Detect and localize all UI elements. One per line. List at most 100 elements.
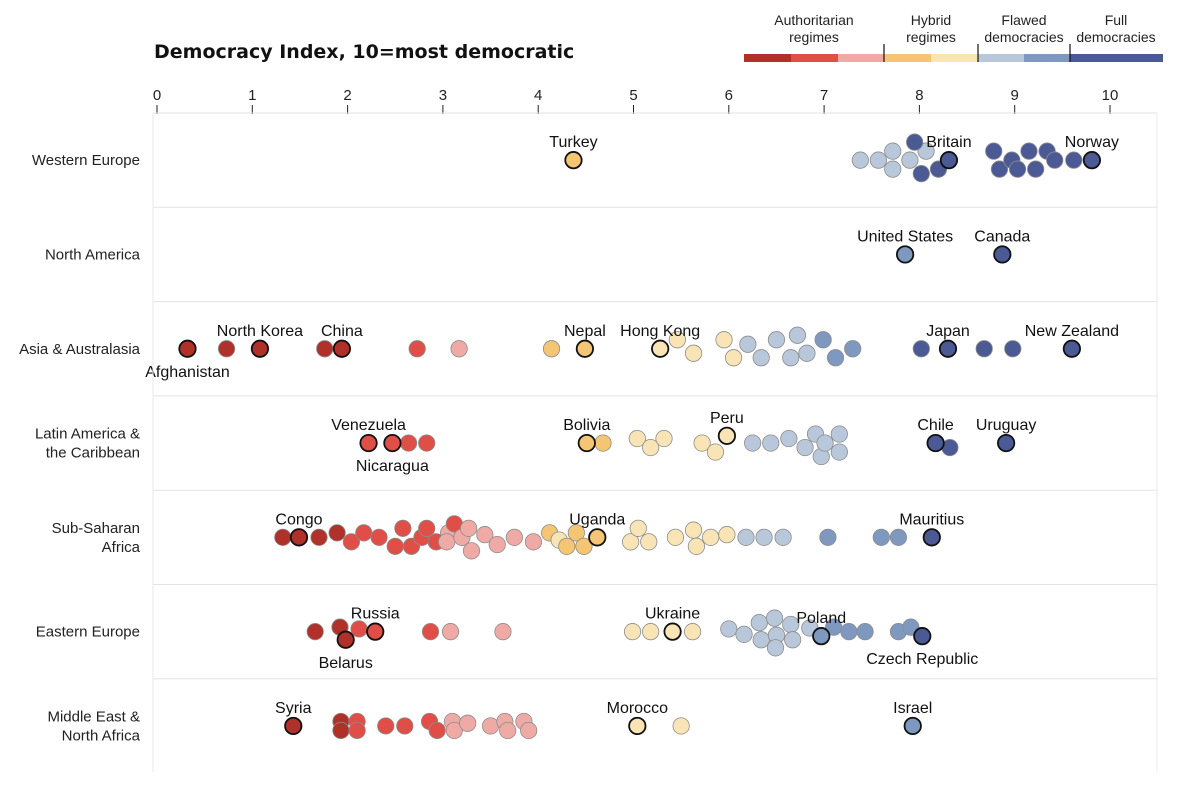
highlighted-country-dot	[903, 716, 922, 736]
country-label: Israel	[893, 700, 932, 717]
highlighted-country-dot	[913, 627, 932, 646]
country-dot	[494, 623, 512, 641]
region-label: Sub-Saharan	[52, 520, 140, 537]
country-dot	[520, 721, 538, 740]
legend-color-segment	[1024, 54, 1070, 62]
country-dot	[706, 443, 725, 461]
country-dot	[418, 519, 436, 537]
country-dot	[355, 524, 373, 542]
country-dot	[623, 623, 642, 641]
country-dot	[774, 528, 792, 546]
country-dot	[798, 344, 816, 362]
x-tick-label: 6	[725, 87, 733, 104]
country-label: United States	[857, 228, 953, 245]
country-label: Japan	[926, 323, 970, 340]
country-label: Britain	[926, 134, 971, 151]
highlighted-country-dot	[588, 528, 607, 547]
country-dot	[912, 165, 930, 183]
country-label: Venezuela	[331, 417, 406, 434]
highlighted-country-dot	[250, 339, 270, 358]
country-dot	[328, 524, 346, 542]
country-dot	[462, 542, 481, 560]
legend-label: regimes	[789, 29, 839, 45]
country-dot	[737, 528, 755, 546]
country-label: Nepal	[564, 323, 606, 340]
country-dot	[856, 623, 874, 641]
region-label: North America	[45, 246, 141, 263]
country-label: Turkey	[549, 134, 597, 151]
country-dot	[386, 537, 404, 555]
country-dot	[306, 623, 324, 641]
highlighted-country-dot	[332, 339, 351, 358]
country-dot	[459, 714, 477, 732]
highlighted-country-dot	[997, 433, 1016, 453]
country-dot	[450, 340, 468, 358]
country-dot	[394, 519, 412, 537]
country-label: Afghanistan	[145, 364, 230, 381]
legend-label: Full	[1105, 12, 1128, 28]
country-label: Congo	[275, 511, 322, 528]
highlighted-country-dot	[359, 433, 378, 453]
region-rows: Western Europe Turkey Britain Norway North A…	[19, 113, 1158, 772]
country-dot	[884, 160, 902, 178]
country-dot	[735, 625, 753, 643]
country-dot	[460, 519, 478, 537]
country-label: Nicaragua	[356, 458, 429, 475]
country-dot	[438, 533, 456, 551]
country-dot	[752, 631, 770, 649]
country-label: China	[321, 323, 363, 340]
highlighted-country-dot	[284, 716, 303, 736]
country-dot	[684, 521, 703, 539]
legend-label: democracies	[984, 29, 1063, 45]
country-label: Norway	[1065, 134, 1119, 151]
country-dot	[441, 623, 460, 641]
legend-label: Flawed	[1001, 12, 1046, 28]
country-dot	[1065, 151, 1083, 169]
highlighted-country-dot	[651, 339, 670, 358]
country-dot	[408, 340, 426, 358]
x-tick-label: 7	[820, 87, 828, 104]
legend-label: democracies	[1076, 29, 1155, 45]
country-dot	[418, 434, 436, 452]
country-dot	[693, 434, 711, 452]
country-dot	[702, 528, 720, 546]
country-label: Bolivia	[563, 417, 610, 434]
country-dot	[830, 443, 848, 461]
country-dot	[655, 429, 673, 448]
country-dot	[1008, 160, 1027, 178]
country-dot	[830, 425, 848, 443]
country-dot	[428, 721, 446, 740]
country-dot	[642, 438, 660, 457]
legend-color-segment	[744, 54, 791, 62]
country-dot	[1004, 340, 1022, 358]
legend-label: regimes	[906, 29, 956, 45]
x-tick-label: 5	[629, 87, 637, 104]
x-tick-label: 1	[248, 87, 256, 104]
country-dot	[872, 528, 890, 546]
country-label: Hong Kong	[620, 323, 700, 340]
country-dot	[1046, 151, 1064, 169]
legend-color-segment	[791, 54, 838, 62]
highlighted-country-dot	[922, 528, 941, 547]
country-label: Russia	[351, 606, 400, 623]
highlighted-country-dot	[575, 339, 594, 358]
country-dot	[499, 721, 517, 740]
x-axis: 0 1 2 3 4 5 6 7 8 9 10	[153, 87, 1157, 114]
country-dot	[217, 340, 236, 358]
country-dot	[332, 721, 350, 740]
country-label: Czech Republic	[866, 651, 978, 668]
region-row: Eastern Europe Belarus Russia Ukraine Poland…	[36, 584, 1157, 672]
chart-title: Democracy Index, 10=most democratic	[154, 41, 574, 63]
country-dot	[594, 434, 612, 452]
highlighted-country-dot	[577, 433, 596, 453]
country-dot	[816, 434, 834, 452]
country-dot	[622, 533, 640, 551]
country-dot	[917, 142, 935, 160]
country-dot	[784, 631, 802, 649]
country-dot	[985, 142, 1003, 160]
country-dot	[975, 340, 993, 358]
highlighted-country-dot	[628, 716, 647, 736]
country-dot	[780, 429, 798, 448]
highlighted-country-dot	[1082, 151, 1101, 170]
